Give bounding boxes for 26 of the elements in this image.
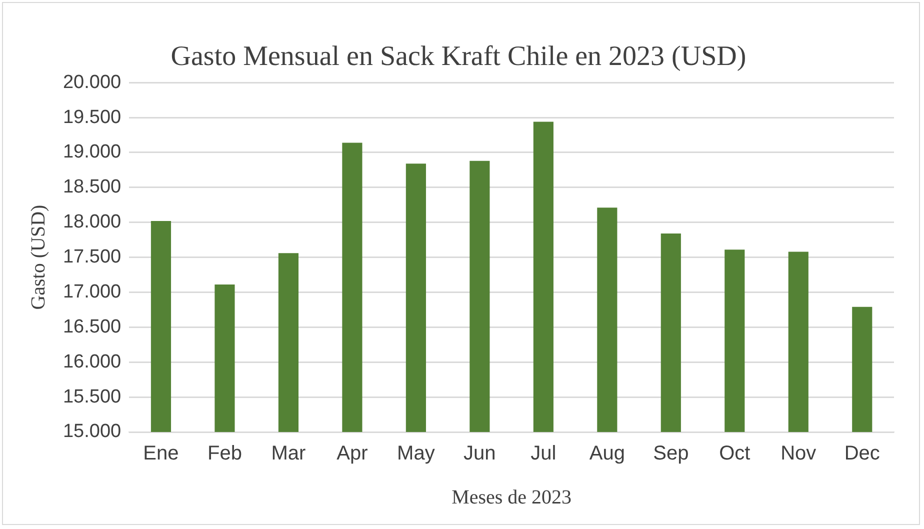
x-tick-label: Mar (271, 442, 306, 465)
chart-title: Gasto Mensual en Sack Kraft Chile en 2023 (USD) (170, 41, 746, 72)
y-tick-label: 19.000 (62, 142, 122, 163)
y-tick-label: 19.500 (62, 106, 122, 128)
x-tick-label: Apr (336, 442, 368, 465)
x-tick-label: Nov (780, 442, 816, 465)
x-axis-title: Meses de 2023 (452, 486, 572, 508)
y-tick-label: 16.500 (62, 316, 122, 338)
y-axis-title: Gasto (USD) (27, 204, 50, 310)
y-tick-label: 18.500 (62, 176, 122, 198)
y-tick-label: 17.500 (62, 246, 122, 268)
y-tick-label: 15.000 (62, 421, 122, 442)
x-tick-label: Aug (589, 442, 625, 465)
x-tick-label: Feb (207, 442, 242, 465)
x-tick-label: Ene (143, 442, 179, 465)
x-tick-label: Sep (653, 442, 689, 465)
x-tick-label: Dec (844, 442, 880, 465)
y-tick-label: 15.500 (62, 386, 122, 408)
x-tick-label: Jun (464, 442, 496, 465)
x-tick-label: Oct (719, 442, 751, 465)
x-tick-label: May (397, 442, 435, 465)
y-tick-label: 20.000 (62, 72, 122, 93)
y-tick-label: 17.000 (62, 281, 122, 302)
y-tick-label: 18.000 (62, 212, 122, 233)
x-tick-label: Jul (530, 442, 556, 465)
y-tick-label: 16.000 (62, 351, 122, 372)
